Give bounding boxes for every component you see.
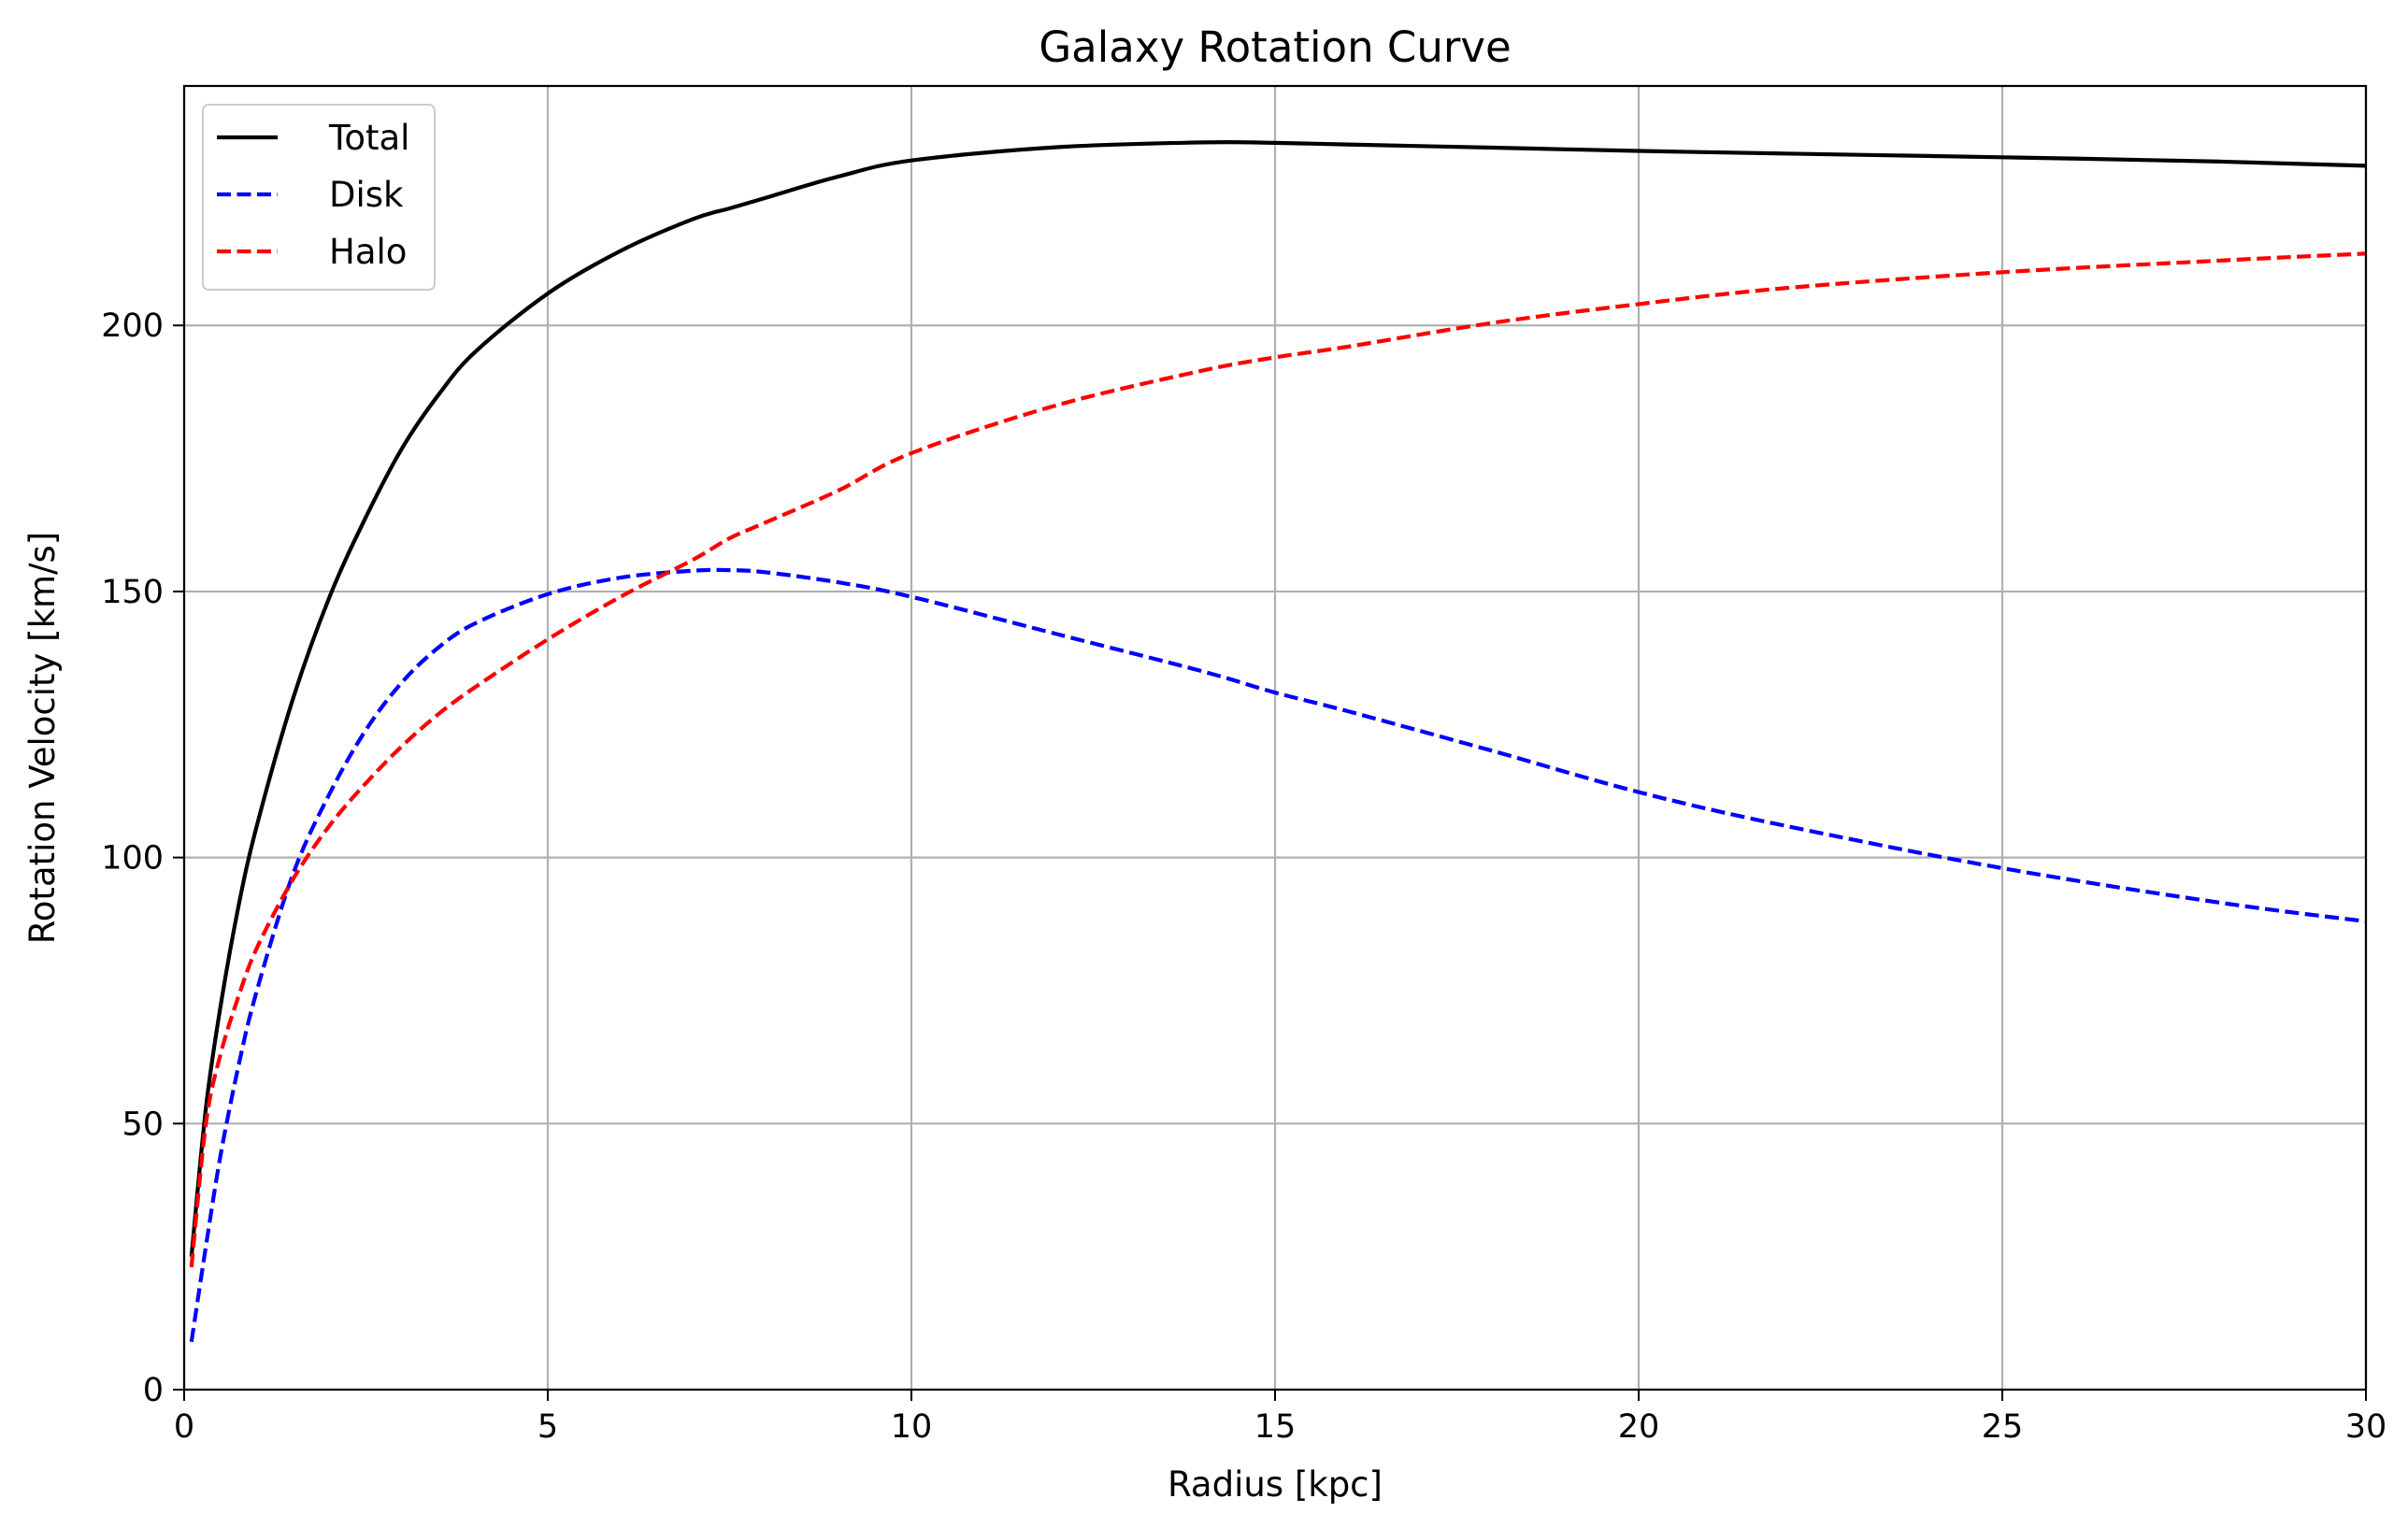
plot-series	[189, 139, 2367, 1343]
x-tick-label-20: 20	[1618, 1408, 1660, 1446]
x-tick-label-5: 5	[538, 1408, 558, 1446]
y-tick-label-0: 0	[143, 1372, 164, 1409]
series-line-halo	[189, 251, 2367, 1268]
y-tick-label-150: 150	[101, 574, 164, 611]
legend-label-disk: Disk	[329, 175, 404, 215]
x-tick-label-0: 0	[174, 1408, 194, 1446]
y-axis-label: Rotation Velocity [km/s]	[22, 532, 63, 945]
x-tick-label-10: 10	[891, 1408, 933, 1446]
y-axis-ticks: 0 50 100 150 200	[101, 307, 184, 1409]
y-tick-label-50: 50	[122, 1106, 164, 1143]
x-tick-label-15: 15	[1254, 1408, 1297, 1446]
series-line-total	[189, 139, 2367, 1257]
y-tick-label-100: 100	[101, 840, 164, 878]
series-line-disk	[189, 567, 2367, 1343]
x-tick-label-30: 30	[2345, 1408, 2387, 1446]
legend-label-total: Total	[328, 118, 409, 158]
x-axis-label: Radius [kpc]	[1168, 1464, 1383, 1505]
chart-title: Galaxy Rotation Curve	[1039, 22, 1511, 72]
legend-label-halo: Halo	[329, 232, 407, 272]
legend-box	[202, 104, 436, 291]
x-axis-ticks: 0 5 10 15 20 25 30	[174, 1390, 2386, 1446]
x-tick-label-25: 25	[1982, 1408, 2024, 1446]
legend: Total Disk Halo	[202, 104, 436, 291]
y-tick-label-200: 200	[101, 307, 164, 345]
